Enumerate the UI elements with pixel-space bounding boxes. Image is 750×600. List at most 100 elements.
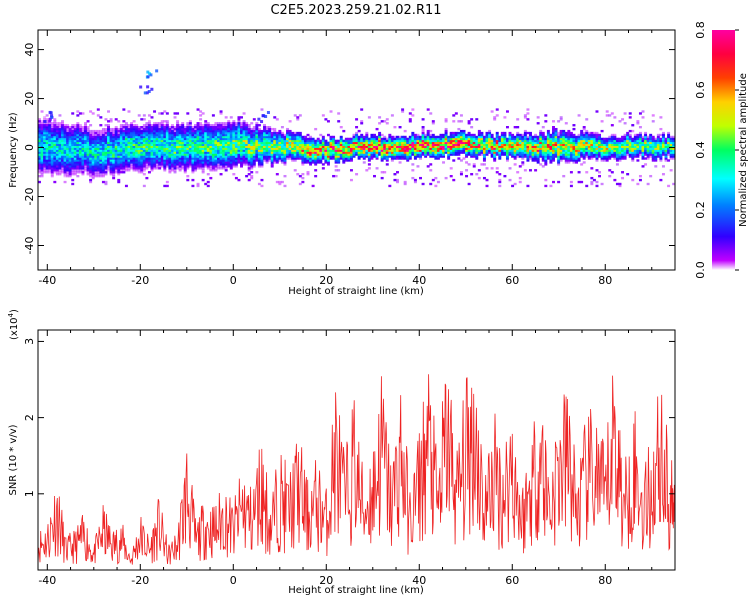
heatmap-cell [567, 129, 571, 133]
heatmap-cell [375, 153, 379, 156]
heatmap-cell [265, 147, 269, 150]
heatmap-cell [378, 141, 382, 145]
heatmap-cell [278, 143, 282, 146]
heatmap-cell [89, 161, 93, 164]
heatmap-cell [250, 141, 254, 145]
heatmap-cell [53, 137, 57, 141]
heatmap-cell [572, 155, 576, 158]
heatmap-cell [293, 137, 297, 141]
heatmap-cell [43, 139, 47, 143]
heatmap-cell [549, 151, 553, 154]
heatmap-cell [590, 131, 594, 135]
heatmap-cell [429, 137, 433, 141]
heatmap-cell [165, 184, 169, 188]
heatmap-cell [155, 126, 159, 129]
heatmap-cell [572, 133, 576, 137]
heatmap-cell [73, 143, 77, 146]
heatmap-cell [286, 149, 290, 152]
heatmap-cell [585, 118, 589, 121]
heatmap-cell [211, 151, 215, 154]
heatmap-cell [480, 153, 484, 156]
heatmap-cell [644, 153, 648, 156]
heatmap-cell [247, 137, 251, 141]
heatmap-cell [554, 129, 558, 133]
heatmap-cell [575, 137, 578, 141]
heatmap-cell [623, 155, 627, 158]
heatmap-cell [140, 145, 144, 148]
heatmap-cell [206, 124, 210, 127]
heatmap-cell [265, 126, 269, 129]
heatmap-cell [153, 149, 157, 152]
heatmap-cell [265, 159, 269, 162]
heatmap-cell [580, 153, 584, 156]
heatmap-cell [145, 126, 149, 129]
heatmap-cell [270, 135, 274, 139]
heatmap-cell [541, 149, 545, 152]
heatmap-cell [245, 147, 249, 150]
heatmap-cell [201, 153, 205, 156]
heatmap-cell [193, 139, 197, 143]
heatmap-cell [465, 143, 469, 146]
heatmap-cell [462, 149, 466, 152]
heatmap-cell [58, 145, 62, 148]
heatmap-cell [651, 159, 655, 162]
heatmap-cell [170, 124, 174, 127]
heatmap-cell [71, 153, 75, 156]
heatmap-cell [84, 151, 87, 154]
heatmap-cell [247, 133, 251, 137]
heatmap-cell [613, 143, 617, 146]
heatmap-cell [257, 129, 261, 133]
heatmap-cell [245, 124, 249, 127]
heatmap-cell [55, 153, 59, 156]
heatmap-cell [250, 153, 254, 156]
heatmap-cell [122, 157, 126, 160]
heatmap-cell [421, 127, 425, 131]
heatmap-cell [176, 157, 180, 160]
heatmap-cell [592, 131, 596, 135]
spectrogram-xtick-label: 40 [412, 274, 426, 287]
heatmap-cell [301, 180, 305, 184]
colorbar-label: Normalized spectral amplitude [738, 73, 749, 227]
heatmap-cell [222, 149, 226, 152]
heatmap-cell [539, 145, 543, 148]
heatmap-cell [590, 141, 594, 145]
heatmap-cell [76, 155, 80, 158]
heatmap-cell [153, 129, 157, 133]
heatmap-cell [472, 165, 476, 168]
heatmap-cell [600, 120, 604, 123]
heatmap-cell [250, 135, 254, 139]
heatmap-cell [232, 137, 236, 141]
heatmap-cell [270, 133, 274, 137]
heatmap-cell [84, 159, 87, 162]
heatmap-cell [76, 143, 80, 146]
heatmap-cell [661, 149, 665, 152]
heatmap-cell [288, 145, 292, 148]
heatmap-cell [656, 141, 660, 145]
heatmap-cell [278, 141, 282, 145]
heatmap-cell [283, 141, 287, 145]
heatmap-cell [303, 151, 307, 154]
heatmap-cell [219, 135, 223, 139]
heatmap-cell [94, 173, 98, 176]
heatmap-cell [529, 151, 532, 154]
heatmap-cell [245, 163, 249, 166]
heatmap-cell [132, 127, 136, 131]
heatmap-cell [163, 120, 167, 123]
heatmap-cell [329, 145, 333, 148]
heatmap-cell [575, 151, 578, 154]
heatmap-cell [257, 137, 261, 141]
heatmap-cell [518, 147, 522, 150]
heatmap-cell [104, 161, 108, 164]
heatmap-cell [107, 151, 111, 154]
heatmap-cell [577, 151, 581, 154]
heatmap-cell [536, 139, 540, 143]
heatmap-cell [81, 165, 85, 168]
heatmap-cell [38, 126, 41, 129]
heatmap-cell [367, 155, 371, 158]
heatmap-cell [91, 149, 95, 152]
heatmap-cell [68, 151, 72, 154]
heatmap-cell [168, 169, 172, 172]
heatmap-cell [214, 163, 218, 166]
heatmap-cell [457, 127, 461, 131]
heatmap-cell [416, 137, 420, 141]
